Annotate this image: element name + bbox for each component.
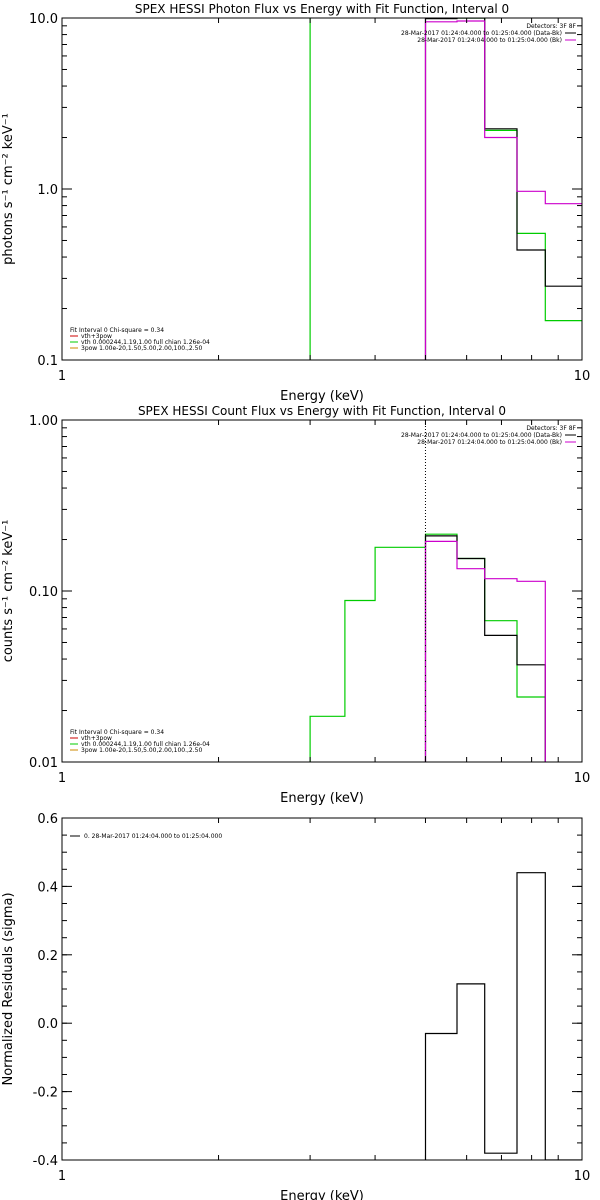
legend-entry-label: 28-Mar-2017 01:24:04.000 to 01:25:04.000… [401,432,562,439]
series-line-3 [424,540,546,762]
y-tick-label: -0.4 [33,1154,58,1169]
y-axis-label: counts s⁻¹ cm⁻² keV⁻¹ [1,520,16,663]
series-line-1 [309,533,546,762]
legend-entry-label: 28-Mar-2017 01:24:04.000 to 01:25:04.000… [417,439,562,446]
fit-line-label: vth+3pow [81,735,112,742]
plot-area [309,420,546,762]
plot-area [309,18,582,360]
fit-line-label: 3pow 1.00e-20,1.50,5.00,2.00,100.,2.50 [81,345,202,352]
chart-panel-2: SPEX HESSI Count Flux vs Energy with Fit… [1,404,590,806]
y-axis-label: Normalized Residuals (sigma) [1,892,16,1085]
y-tick-label: 0.10 [29,585,58,600]
x-axis-label: Energy (keV) [280,791,364,806]
axes-frame [61,817,583,1161]
chart-title: SPEX HESSI Photon Flux vs Energy with Fi… [135,2,509,16]
legend-title: Detectors: 3F 8F [526,23,576,30]
y-tick-label: 0.2 [37,949,58,964]
x-tick-label: 1 [58,771,66,786]
x-tick-label: 10 [574,1169,591,1184]
fit-info-text: Fit Interval 0 Chi-square = 0.34 [70,327,164,334]
y-tick-label: 0.01 [29,756,58,771]
series-line-2 [424,18,582,360]
legend-entry-label: 28-Mar-2017 01:24:04.000 to 01:25:04.000… [417,37,562,44]
x-tick-label: 1 [58,369,66,384]
legend-entry-label: 28-Mar-2017 01:24:04.000 to 01:25:04.000… [401,30,562,37]
x-axis-label: Energy (keV) [280,1189,364,1200]
y-tick-label: 0.0 [37,1017,58,1032]
y-tick-label: 0.4 [37,880,58,895]
y-tick-label: 1.0 [37,183,58,198]
series-line-3 [424,20,582,360]
legend-entry-label: 0. 28-Mar-2017 01:24:04.000 to 01:25:04.… [84,833,222,840]
chart-panel-3: 1 10 Energy (keV) -0.4 -0.2 0.0 0.2 0.4 0.6 Norma… [1,812,590,1200]
chart-title: SPEX HESSI Count Flux vs Energy with Fit… [138,404,506,418]
x-tick-label: 1 [58,1169,66,1184]
y-tick-label: 10.0 [29,12,58,27]
plot-area [424,872,582,1160]
y-tick-label: -0.2 [33,1086,58,1101]
series-line-1 [309,18,582,360]
fit-line-label: vth 0.000244,1.19,1.00 full chian 1.26e-… [81,741,210,748]
y-tick-label: 0.1 [37,354,58,369]
x-axis-label: Energy (keV) [280,389,364,404]
fit-line-label: vth+3pow [81,333,112,340]
fit-line-label: vth 0.000244,1.19,1.00 full chian 1.26e-… [81,339,210,346]
fit-line-label: 3pow 1.00e-20,1.50,5.00,2.00,100.,2.50 [81,747,202,754]
y-axis-label: photons s⁻¹ cm⁻² keV⁻¹ [1,113,16,265]
y-tick-label: 1.00 [29,414,58,429]
fit-info-text: Fit Interval 0 Chi-square = 0.34 [70,729,164,736]
legend-title: Detectors: 3F 8F [526,425,576,432]
y-tick-label: 0.6 [37,812,58,827]
x-tick-label: 10 [574,771,591,786]
axes-frame [61,17,583,361]
chart-panel-1: SPEX HESSI Photon Flux vs Energy with Fi… [1,2,591,404]
axes-frame [61,419,583,763]
x-tick-label: 10 [574,369,591,384]
series-line-1 [424,872,582,1160]
series-line-2 [424,535,546,762]
